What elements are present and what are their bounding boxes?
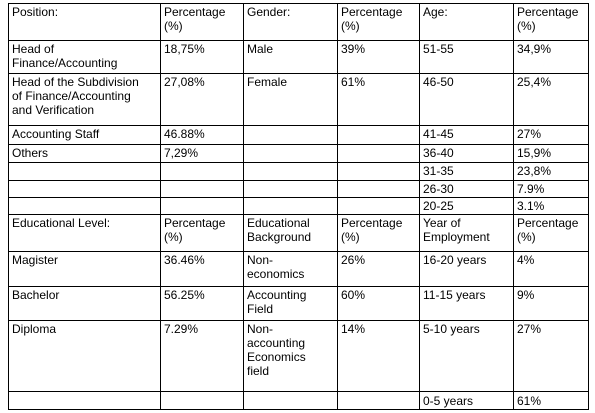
table-cell: Educational Level: xyxy=(8,214,161,252)
data-table: Position: Percentage (%) Gender: Percentage… xyxy=(8,3,589,410)
table-cell xyxy=(8,391,161,410)
table-cell: 27% xyxy=(513,125,589,145)
table-cell: Position: xyxy=(8,3,161,41)
table-cell xyxy=(8,197,161,215)
table-cell: 7.29% xyxy=(160,320,244,392)
table-cell xyxy=(337,197,420,215)
table-cell: Magister xyxy=(8,251,161,287)
table-cell: 25,4% xyxy=(513,73,589,126)
table-row: Position: Percentage (%) Gender: Percentage… xyxy=(8,3,589,41)
table-cell: 14% xyxy=(337,320,420,392)
table-cell: Diploma xyxy=(8,320,161,392)
table-cell xyxy=(337,144,420,163)
table-cell xyxy=(160,162,244,181)
table-cell: 18,75% xyxy=(160,40,244,74)
table-cell: 36.46% xyxy=(160,251,244,287)
table-cell: Percentage (%) xyxy=(513,3,589,41)
table-cell: Male xyxy=(243,40,338,74)
table-cell: 26% xyxy=(337,251,420,287)
table-cell: 5-10 years xyxy=(419,320,514,392)
table-cell: Head of the Subdivision of Finance/Accou… xyxy=(8,73,161,126)
table-cell xyxy=(337,162,420,181)
table-cell: 39% xyxy=(337,40,420,74)
table-cell: Percentage (%) xyxy=(160,3,244,41)
table-cell xyxy=(243,197,338,215)
table-cell: 27,08% xyxy=(160,73,244,126)
table-row: Others 7,29% 36-40 15,9% xyxy=(8,144,589,163)
table-cell: Female xyxy=(243,73,338,126)
table-cell: Others xyxy=(8,144,161,163)
table-row: Head of Finance/Accounting 18,75% Male 39% 5… xyxy=(8,40,589,74)
table-row: 31-35 23,8% xyxy=(8,162,589,181)
table-cell: 26-30 xyxy=(419,180,514,198)
table-cell: 34,9% xyxy=(513,40,589,74)
table-cell: 20-25 xyxy=(419,197,514,215)
table-cell xyxy=(243,180,338,198)
table-cell xyxy=(160,391,244,410)
table-cell xyxy=(337,125,420,145)
table-cell: 61% xyxy=(513,391,589,410)
table-cell: 51-55 xyxy=(419,40,514,74)
table-cell xyxy=(160,180,244,198)
table-cell: 27% xyxy=(513,320,589,392)
table-row: Magister 36.46% Non- economics 26% 16-20 yea… xyxy=(8,251,589,287)
table-cell xyxy=(243,162,338,181)
table-cell: Percentage (%) xyxy=(513,214,589,252)
table-cell xyxy=(8,162,161,181)
table-cell: 56.25% xyxy=(160,286,244,321)
table-cell: Accounting Staff xyxy=(8,125,161,145)
table-cell: 46.88% xyxy=(160,125,244,145)
table-cell: Age: xyxy=(419,3,514,41)
table-cell: Non- accounting Economics field xyxy=(243,320,338,392)
table-cell: Percentage (%) xyxy=(160,214,244,252)
table-cell: Accounting Field xyxy=(243,286,338,321)
table-cell: 15,9% xyxy=(513,144,589,163)
table-cell: Non- economics xyxy=(243,251,338,287)
table-cell: Year of Employment xyxy=(419,214,514,252)
table-cell xyxy=(243,125,338,145)
table-cell: Gender: xyxy=(243,3,338,41)
table-cell: 11-15 years xyxy=(419,286,514,321)
table-cell: 3.1% xyxy=(513,197,589,215)
table-cell: Percentage (%) xyxy=(337,214,420,252)
table-cell: 23,8% xyxy=(513,162,589,181)
table-row: Educational Level: Percentage (%) Educatio… xyxy=(8,214,589,252)
table-row: 0-5 years 61% xyxy=(8,391,589,410)
table-cell: Percentage (%) xyxy=(337,3,420,41)
table-cell xyxy=(160,197,244,215)
table-cell: 7,29% xyxy=(160,144,244,163)
table-cell xyxy=(243,144,338,163)
table-cell: 61% xyxy=(337,73,420,126)
table-row: Bachelor 56.25% Accounting Field 60% 11-15 y… xyxy=(8,286,589,321)
table-cell: Bachelor xyxy=(8,286,161,321)
table-cell: Head of Finance/Accounting xyxy=(8,40,161,74)
table-row: 26-30 7.9% xyxy=(8,180,589,198)
table-cell: Educational Background xyxy=(243,214,338,252)
table-cell xyxy=(8,180,161,198)
table-row: 20-25 3.1% xyxy=(8,197,589,215)
table-cell xyxy=(337,180,420,198)
table-cell: 0-5 years xyxy=(419,391,514,410)
table-row: Diploma 7.29% Non- accounting Economics fi… xyxy=(8,320,589,392)
table-cell: 7.9% xyxy=(513,180,589,198)
table-cell xyxy=(243,391,338,410)
table-cell: 9% xyxy=(513,286,589,321)
table-cell xyxy=(337,391,420,410)
table-row: Accounting Staff 46.88% 41-45 27% xyxy=(8,125,589,145)
table-cell: 41-45 xyxy=(419,125,514,145)
table-cell: 46-50 xyxy=(419,73,514,126)
table-cell: 36-40 xyxy=(419,144,514,163)
table-cell: 4% xyxy=(513,251,589,287)
table-cell: 31-35 xyxy=(419,162,514,181)
table-cell: 16-20 years xyxy=(419,251,514,287)
table-row: Head of the Subdivision of Finance/Accou… xyxy=(8,73,589,126)
table-cell: 60% xyxy=(337,286,420,321)
